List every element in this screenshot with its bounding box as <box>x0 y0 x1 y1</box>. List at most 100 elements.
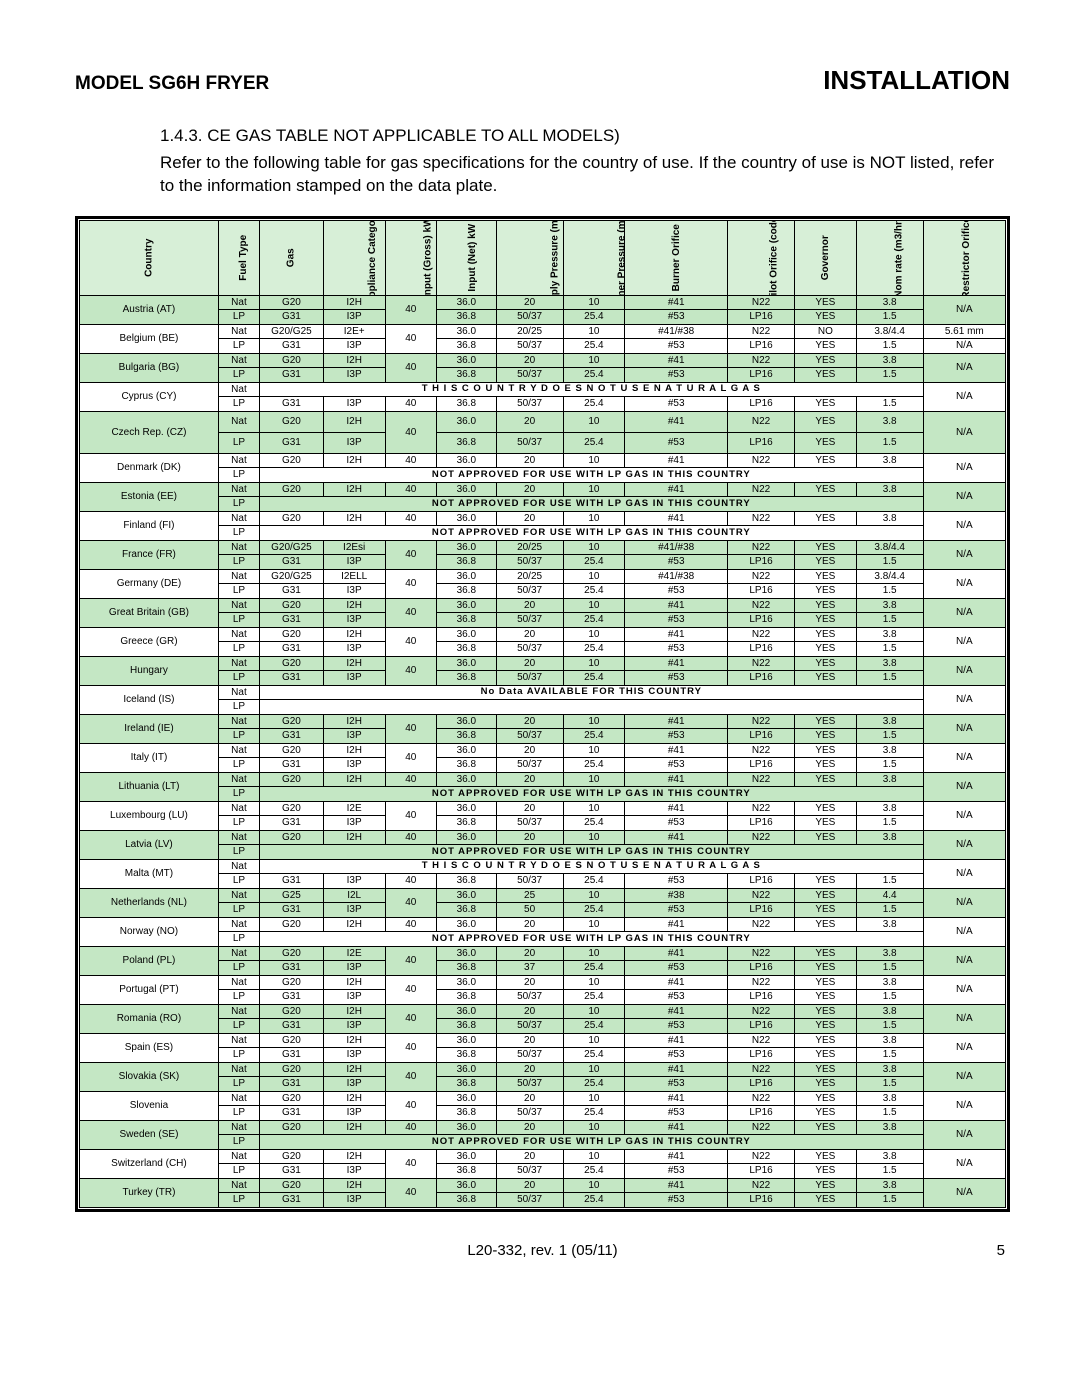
table-cell: G31 <box>260 729 324 744</box>
table-cell: 50/37 <box>496 990 563 1005</box>
table-cell: 25.4 <box>563 339 625 354</box>
table-cell: 40 <box>385 714 436 743</box>
table-cell: G20 <box>260 511 324 526</box>
table-cell: I2H <box>323 627 385 642</box>
table-cell: I3P <box>323 671 385 686</box>
table-cell: 20 <box>496 1033 563 1048</box>
table-cell: N/A <box>923 482 1005 511</box>
table-cell: YES <box>795 1120 857 1135</box>
table-cell: I3P <box>323 397 385 412</box>
table-cell: 36.8 <box>436 961 496 976</box>
table-cell: N22 <box>728 801 795 816</box>
table-cell: I2H <box>323 453 385 468</box>
table-cell: 3.8 <box>856 1033 923 1048</box>
table-cell: I2H <box>323 743 385 758</box>
table-cell: 1.5 <box>856 368 923 383</box>
table-cell: LP <box>218 368 259 383</box>
table-cell: 10 <box>563 411 625 432</box>
table-cell: N22 <box>728 295 795 310</box>
country-cell: Greece (GR) <box>80 627 219 656</box>
table-cell: 1.5 <box>856 310 923 325</box>
table-cell: I2H <box>323 598 385 613</box>
table-cell: G31 <box>260 584 324 599</box>
table-cell: I2H <box>323 1149 385 1164</box>
table-cell: 37 <box>496 961 563 976</box>
table-cell: YES <box>795 990 857 1005</box>
table-cell: LP <box>218 758 259 773</box>
table-cell: 1.5 <box>856 729 923 744</box>
table-cell: LP16 <box>728 368 795 383</box>
table-cell: 50/37 <box>496 397 563 412</box>
table-cell: 25.4 <box>563 671 625 686</box>
table-cell <box>260 700 924 715</box>
section-heading: 1.4.3. CE GAS TABLE NOT APPLICABLE TO AL… <box>160 126 1010 146</box>
table-cell: I2H <box>323 772 385 787</box>
table-cell: YES <box>795 555 857 570</box>
country-cell: Netherlands (NL) <box>80 888 219 917</box>
table-cell: G20 <box>260 946 324 961</box>
table-cell: 1.5 <box>856 1106 923 1121</box>
table-cell: I2E <box>323 946 385 961</box>
table-cell: #53 <box>625 961 728 976</box>
table-cell: 3.8 <box>856 772 923 787</box>
table-cell: G20 <box>260 714 324 729</box>
table-cell: 1.5 <box>856 432 923 453</box>
table-cell: I2H <box>323 830 385 845</box>
table-cell: 3.8 <box>856 353 923 368</box>
table-cell: #53 <box>625 613 728 628</box>
table-cell: Nat <box>218 598 259 613</box>
footer-doc: L20-332, rev. 1 (05/11) <box>120 1242 965 1259</box>
table-cell: 10 <box>563 743 625 758</box>
table-cell: 36.8 <box>436 758 496 773</box>
table-cell: G31 <box>260 1077 324 1092</box>
table-cell: 40 <box>385 1149 436 1178</box>
col-header: Country <box>80 220 219 295</box>
table-cell: #41/#38 <box>625 324 728 339</box>
table-cell: No Data AVAILABLE FOR THIS COUNTRY <box>260 685 924 700</box>
table-cell: LP16 <box>728 729 795 744</box>
table-cell: LP16 <box>728 671 795 686</box>
table-cell: LP <box>218 613 259 628</box>
table-cell: I3P <box>323 642 385 657</box>
table-cell: 3.8/4.4 <box>856 569 923 584</box>
table-cell: YES <box>795 432 857 453</box>
table-cell: G31 <box>260 310 324 325</box>
table-cell: 1.5 <box>856 397 923 412</box>
table-cell: I2H <box>323 482 385 497</box>
table-cell: I3P <box>323 990 385 1005</box>
country-cell: Bulgaria (BG) <box>80 353 219 382</box>
table-cell: 40 <box>385 1062 436 1091</box>
table-cell: NOT APPROVED FOR USE WITH LP GAS IN THIS… <box>260 526 924 541</box>
table-cell: LP <box>218 1193 259 1208</box>
table-cell: G31 <box>260 642 324 657</box>
table-cell: N22 <box>728 946 795 961</box>
table-cell: 25.4 <box>563 990 625 1005</box>
table-cell: 1.5 <box>856 758 923 773</box>
table-cell: #53 <box>625 1048 728 1063</box>
table-cell: 20 <box>496 411 563 432</box>
table-cell: YES <box>795 772 857 787</box>
table-cell: #41 <box>625 1062 728 1077</box>
table-cell: I2Esi <box>323 540 385 555</box>
table-cell: 20/25 <box>496 569 563 584</box>
table-cell: LP <box>218 874 259 889</box>
table-cell: N22 <box>728 772 795 787</box>
country-cell: Finland (FI) <box>80 511 219 540</box>
table-cell: 10 <box>563 511 625 526</box>
table-cell: 50/37 <box>496 671 563 686</box>
table-cell: LP <box>218 1106 259 1121</box>
table-cell: G20 <box>260 1091 324 1106</box>
table-cell: 50/37 <box>496 729 563 744</box>
table-cell: I2H <box>323 411 385 432</box>
table-cell: 40 <box>385 397 436 412</box>
table-cell: N/A <box>923 540 1005 569</box>
table-cell: 1.5 <box>856 874 923 889</box>
table-cell: #41 <box>625 482 728 497</box>
table-cell: Nat <box>218 1120 259 1135</box>
table-cell: Nat <box>218 324 259 339</box>
table-cell: N/A <box>923 339 1005 354</box>
table-cell: Nat <box>218 743 259 758</box>
table-cell: YES <box>795 801 857 816</box>
table-cell: 40 <box>385 917 436 932</box>
table-cell: G31 <box>260 816 324 831</box>
